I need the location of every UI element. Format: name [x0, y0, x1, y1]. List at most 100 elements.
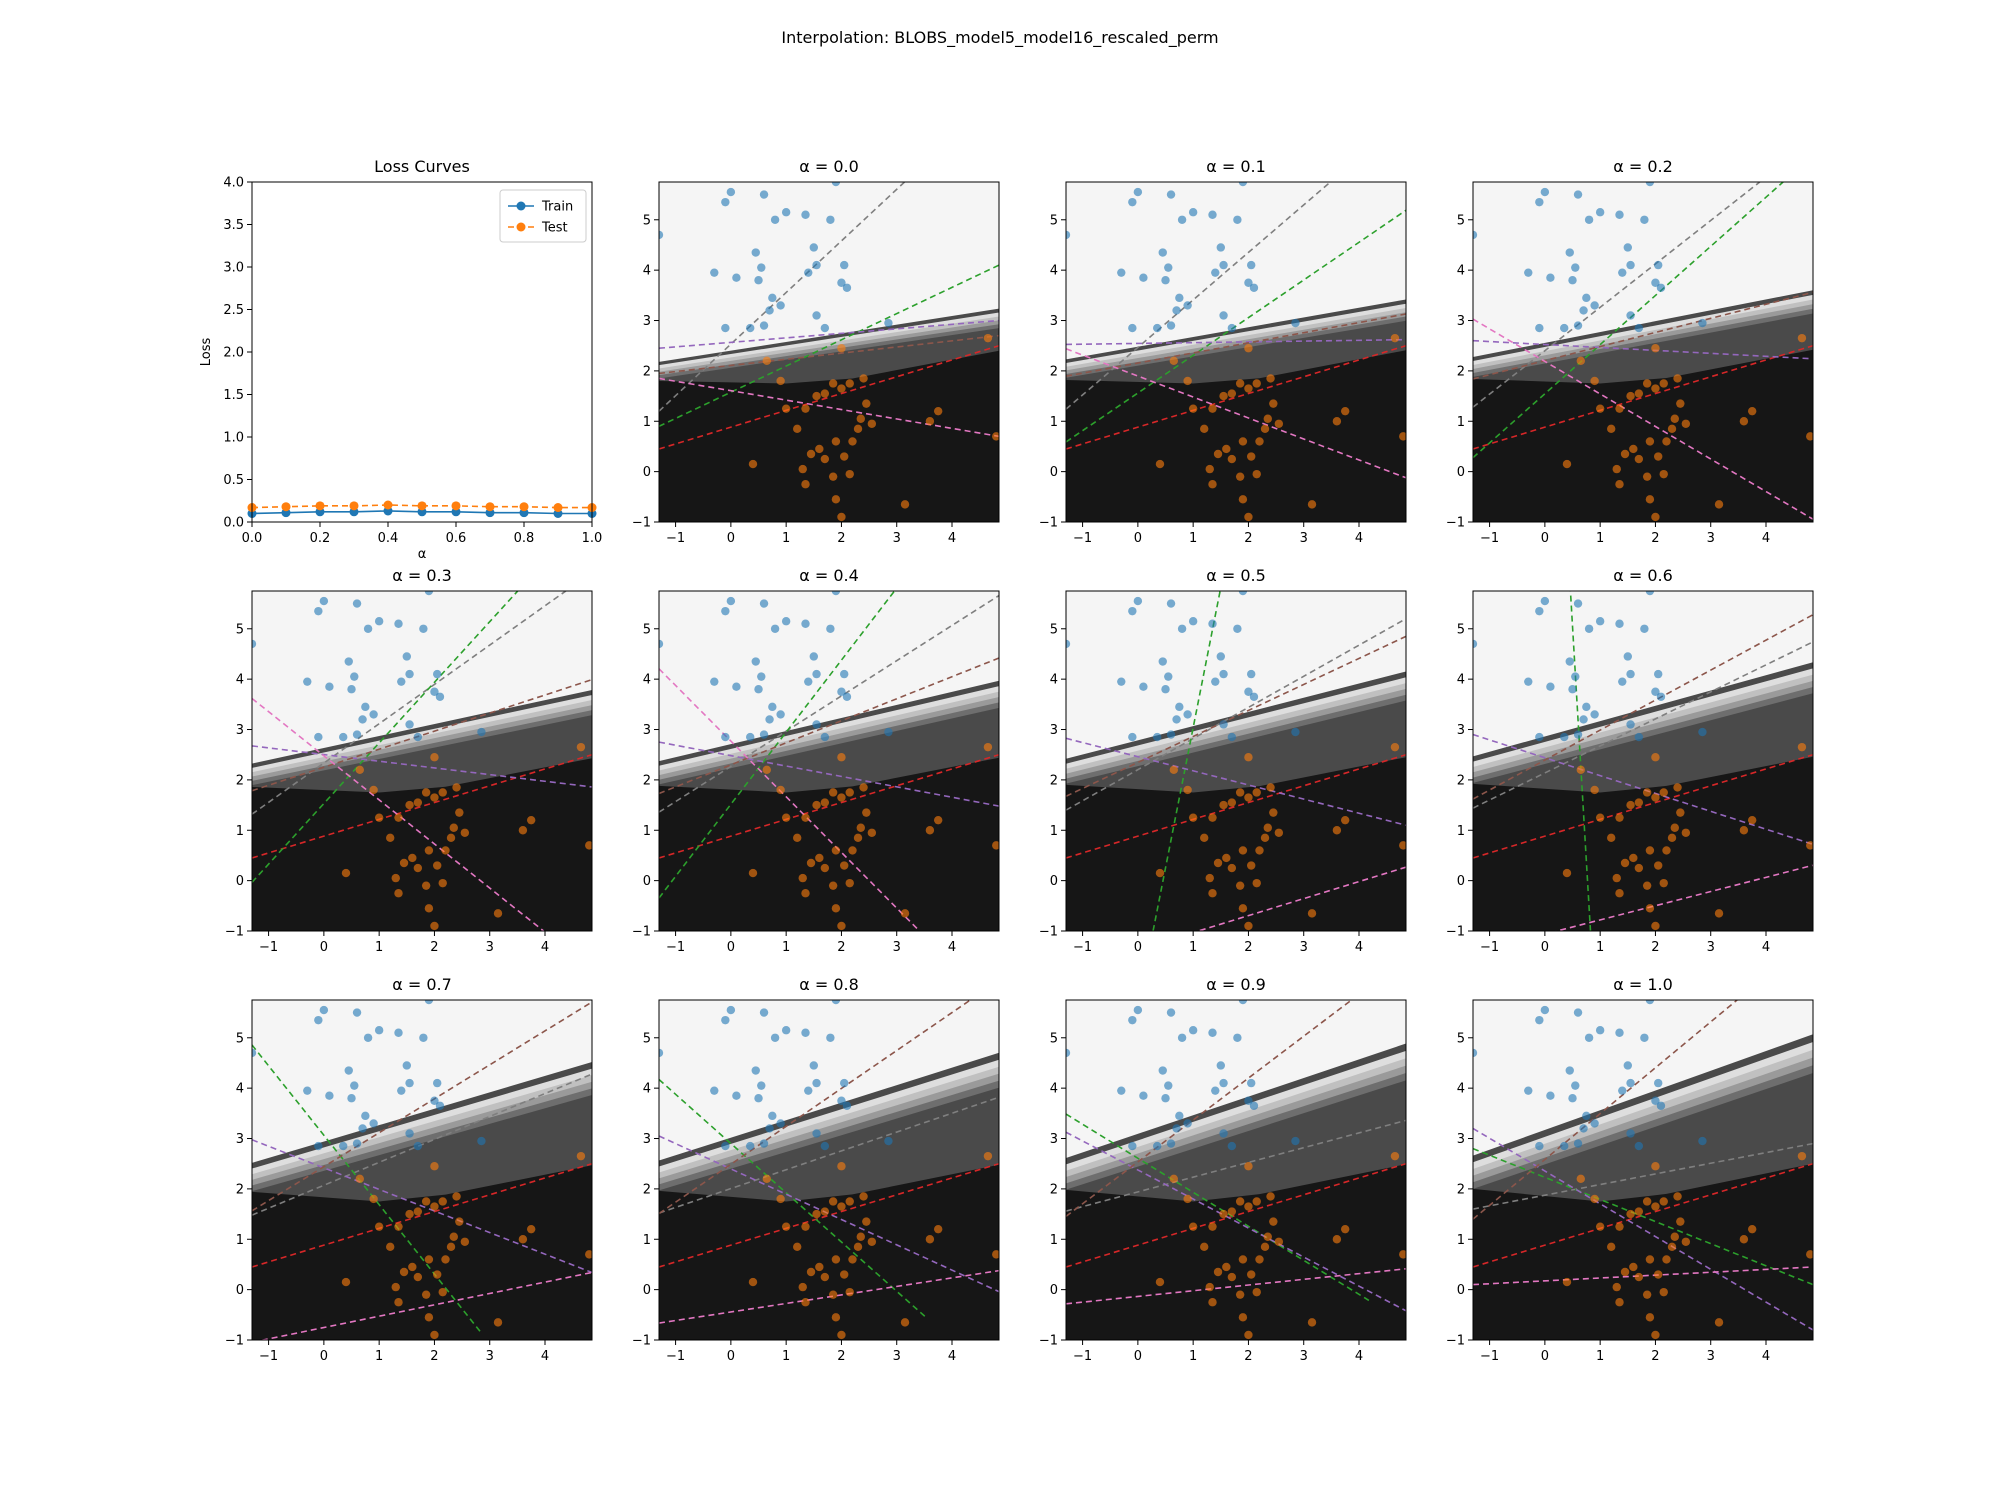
point-class-b [867, 419, 877, 428]
plot-frame [658, 590, 1000, 932]
x-tick-label: 4 [1355, 531, 1363, 546]
point-class-b [806, 858, 816, 868]
point-class-a [1291, 727, 1300, 737]
point-class-b [1183, 376, 1192, 386]
point-class-a [781, 208, 791, 217]
point-class-a [781, 1026, 791, 1035]
point-class-b [1670, 1232, 1679, 1241]
point-class-b [1651, 1330, 1660, 1340]
point-class-a [1535, 1015, 1544, 1025]
point-class-a [826, 1033, 835, 1042]
point-class-b [449, 823, 458, 832]
point-class-a [1698, 1136, 1707, 1146]
point-class-b [815, 853, 824, 863]
boundary-green [1066, 209, 1406, 443]
point-class-b [1205, 1282, 1214, 1292]
point-class-a [1164, 672, 1173, 681]
point-class-a [1623, 1061, 1632, 1070]
point-class-b [867, 1237, 877, 1246]
point-class-a [1654, 669, 1663, 679]
point-class-a [1656, 1101, 1666, 1110]
point-class-a [1153, 323, 1162, 333]
x-tick-label: 1 [782, 531, 790, 546]
point-class-b [1244, 512, 1253, 522]
point-class-a [884, 727, 893, 737]
point-class-a [1565, 248, 1574, 257]
point-class-b [828, 1197, 838, 1206]
panel-title: α = 0.0 [799, 157, 859, 176]
point-class-b [1332, 826, 1342, 835]
boundary-purple [252, 745, 592, 788]
point-class-b [585, 1250, 592, 1259]
point-class-a [710, 1086, 719, 1095]
series-marker-test [451, 501, 461, 511]
point-class-a [397, 677, 406, 686]
boundary-gray [1473, 641, 1813, 809]
point-class-a [812, 1129, 821, 1138]
point-class-b [1642, 1290, 1652, 1299]
y-tick-label: 0 [1457, 1283, 1465, 1298]
point-class-a [1595, 617, 1605, 626]
point-class-b [438, 788, 447, 797]
point-class-a [768, 293, 777, 303]
point-class-a [1066, 230, 1071, 240]
point-class-a [1573, 1008, 1583, 1017]
x-tick-label: 1 [1596, 1349, 1604, 1364]
x-tick-label: 2 [1651, 531, 1659, 546]
point-class-b [441, 1255, 450, 1264]
point-class-b [1263, 414, 1272, 423]
point-class-a [659, 1048, 664, 1058]
y-tick-label: 5 [236, 1031, 244, 1046]
point-class-a [363, 1033, 373, 1042]
point-class-b [1739, 1235, 1749, 1244]
point-class-a [1219, 720, 1228, 729]
point-class-a [1158, 657, 1167, 666]
point-class-a [430, 687, 439, 696]
x-tick-label: −1 [1073, 531, 1092, 546]
point-class-b [983, 1151, 993, 1161]
point-class-b [1654, 861, 1663, 870]
point-class-b [1634, 863, 1644, 873]
point-class-a [1133, 1005, 1143, 1015]
point-class-b [1238, 846, 1248, 855]
point-class-b [413, 1207, 423, 1216]
y-tick-label: 1.0 [223, 431, 244, 446]
point-class-b [762, 356, 772, 366]
plot-frame [658, 181, 1000, 523]
point-class-b [452, 783, 461, 792]
point-class-a [751, 1066, 760, 1075]
point-class-b [1244, 384, 1253, 393]
point-class-b [1205, 873, 1214, 883]
x-tick-label: 0 [1134, 940, 1142, 955]
point-class-a [721, 732, 730, 742]
point-class-b [585, 841, 592, 850]
figure-title: Interpolation: BLOBS_model5_model16_resc… [781, 28, 1219, 47]
point-class-b [845, 788, 854, 797]
plot-area [659, 591, 999, 931]
point-class-a [339, 732, 348, 742]
point-class-b [424, 846, 434, 855]
point-class-a [1651, 687, 1660, 696]
point-class-a [721, 606, 730, 616]
point-class-b [1235, 1197, 1245, 1206]
y-tick-label: 2 [236, 1182, 244, 1197]
point-class-b [856, 1232, 865, 1241]
boundary-gray [659, 594, 999, 813]
point-class-a [1244, 687, 1253, 696]
point-class-b [430, 1162, 439, 1171]
point-class-a [746, 1141, 755, 1151]
point-class-a [1698, 727, 1707, 737]
point-class-a [776, 1119, 785, 1128]
point-class-b [1620, 1267, 1630, 1277]
point-class-b [1235, 788, 1245, 797]
point-class-b [1222, 444, 1231, 454]
point-class-a [303, 677, 312, 686]
point-class-b [837, 753, 846, 762]
region-dark [1473, 349, 1813, 522]
point-class-b [1274, 828, 1284, 837]
point-class-a [1634, 732, 1644, 742]
point-class-b [1645, 1313, 1655, 1322]
y-tick-label: 5 [1457, 1031, 1465, 1046]
point-class-b [1659, 1197, 1668, 1206]
point-class-b [828, 788, 838, 797]
